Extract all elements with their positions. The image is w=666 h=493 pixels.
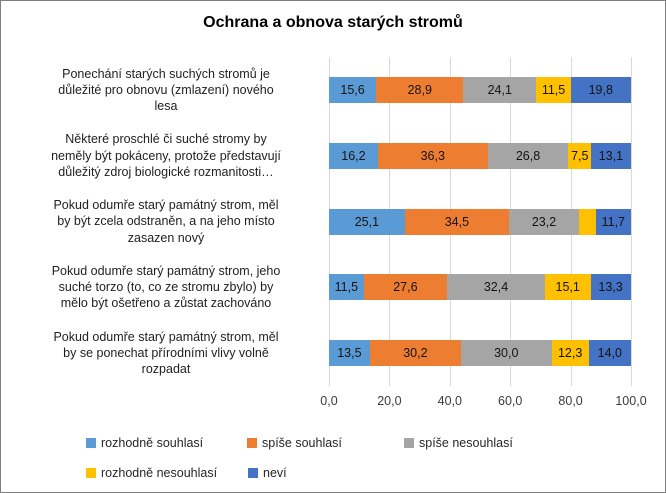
bar-value-label: 12,3 bbox=[557, 346, 583, 361]
bar-value-label: 30,0 bbox=[494, 346, 519, 361]
legend-row: rozhodně souhlasí spíše souhlasí spíše nes… bbox=[86, 433, 513, 453]
bar-segment: 13,5 bbox=[329, 340, 370, 367]
legend-item: rozhodně souhlasí bbox=[86, 436, 247, 450]
bar-segment: 12,3 bbox=[551, 340, 589, 367]
legend-label: rozhodně nesouhlasí bbox=[101, 466, 218, 480]
bar-value-label: 14,0 bbox=[597, 346, 622, 361]
bar-segment: 11,5 bbox=[536, 76, 571, 103]
bar-value-label: 7,5 bbox=[571, 148, 589, 163]
bar-value-label: 36,3 bbox=[420, 148, 445, 163]
bar-row: 15,6 28,9 24,1 11,5 19,8 bbox=[329, 76, 631, 103]
x-axis-tick-label: 20,0 bbox=[377, 394, 402, 408]
bar-segment: 34,5 bbox=[404, 208, 509, 235]
bar-segment: 23,2 bbox=[508, 208, 580, 235]
bar-value-label: 13,5 bbox=[337, 346, 362, 361]
legend-swatch-icon bbox=[86, 438, 96, 448]
legend-label: rozhodně souhlasí bbox=[101, 436, 204, 450]
bar-value-label: 11,5 bbox=[541, 82, 566, 97]
bar-segment: 26,8 bbox=[487, 142, 569, 169]
legend-label: spíše souhlasí bbox=[262, 436, 342, 450]
bar-segment: 7,5 bbox=[568, 142, 592, 169]
x-axis-tick-label: 80,0 bbox=[558, 394, 583, 408]
x-axis: 0,0 20,0 40,0 60,0 80,0 100,0 bbox=[320, 394, 646, 410]
bar-value-label: 19,8 bbox=[588, 82, 613, 97]
bar-value-label: 28,9 bbox=[407, 82, 432, 97]
bar-segment: 13,3 bbox=[590, 274, 631, 301]
bar-segment: 30,2 bbox=[369, 340, 461, 367]
plot-area: 15,6 28,9 24,1 11,5 19,8 16,2 36,3 26,8 7,5 13,1 2… bbox=[329, 57, 632, 386]
bar-segment: 15,1 bbox=[544, 274, 591, 301]
category-label: Některé proschlé či suché stromy by nemě… bbox=[51, 132, 281, 179]
category-axis: Ponechání starých suchých stromů je důle… bbox=[7, 57, 325, 386]
bar-row: 13,5 30,2 30,0 12,3 14,0 bbox=[329, 340, 631, 367]
bar-row: 16,2 36,3 26,8 7,5 13,1 bbox=[329, 142, 631, 169]
bar-value-label: 32,4 bbox=[483, 280, 509, 295]
bar-value-label: 34,5 bbox=[444, 214, 470, 229]
legend-swatch-icon bbox=[247, 438, 257, 448]
bar-value-label: 24,1 bbox=[487, 82, 512, 97]
category-label: Pokud odumře starý památný strom, jeho s… bbox=[51, 263, 281, 311]
bar-segment: 14,0 bbox=[588, 340, 631, 367]
legend-item: neví bbox=[248, 466, 287, 480]
x-axis-tick-label: 100,0 bbox=[615, 394, 647, 408]
bar-segment: 24,1 bbox=[463, 76, 537, 103]
legend-item: rozhodně nesouhlasí bbox=[86, 466, 248, 480]
bar-value-label: 25,1 bbox=[354, 214, 380, 229]
bar-value-label: 11,5 bbox=[334, 280, 359, 295]
category-label: Pokud odumře starý památný strom, měl by… bbox=[53, 198, 279, 245]
bar-value-label: 13,1 bbox=[598, 148, 624, 163]
bar-segment: 28,9 bbox=[376, 76, 464, 103]
legend-item: spíše nesouhlasí bbox=[404, 436, 513, 450]
bar-segment: 36,3 bbox=[377, 142, 488, 169]
legend-label: neví bbox=[263, 466, 287, 480]
bar-value-label: 27,6 bbox=[393, 280, 418, 295]
x-axis-tick-label: 40,0 bbox=[437, 394, 462, 408]
bar-value-label: 16,2 bbox=[341, 148, 366, 163]
bar-value-label: 15,6 bbox=[340, 82, 365, 97]
bar-value-label: 11,7 bbox=[601, 214, 626, 229]
legend-swatch-icon bbox=[404, 438, 414, 448]
legend-swatch-icon bbox=[86, 468, 96, 478]
bar-segment: 25,1 bbox=[329, 208, 405, 235]
bar-row: 25,1 34,5 23,2 11,7 bbox=[329, 208, 631, 235]
x-axis-tick-label: 0,0 bbox=[320, 394, 338, 408]
bar-segment: 32,4 bbox=[447, 274, 545, 301]
bar-value-label: 15,1 bbox=[555, 280, 580, 295]
category-label: Ponechání starých suchých stromů je důle… bbox=[58, 66, 274, 114]
x-axis-tick-label: 60,0 bbox=[498, 394, 523, 408]
bar-segment: 30,0 bbox=[460, 340, 552, 367]
bar-segment: 15,6 bbox=[329, 76, 377, 103]
chart-title: Ochrana a obnova starých stromů bbox=[203, 14, 463, 31]
bar-segment: 16,2 bbox=[329, 142, 378, 169]
gridline bbox=[631, 57, 632, 386]
bar-segment: 19,8 bbox=[570, 76, 631, 103]
bar-value-label: 13,3 bbox=[598, 280, 623, 295]
bar-value-label: 30,2 bbox=[403, 346, 428, 361]
bar-value-label: 23,2 bbox=[531, 214, 557, 229]
legend-label: spíše nesouhlasí bbox=[419, 436, 513, 450]
bar-segment: 27,6 bbox=[363, 274, 448, 301]
category-label: Pokud odumře starý památný strom, měl by… bbox=[53, 329, 279, 377]
legend-item: spíše souhlasí bbox=[247, 436, 404, 450]
legend: rozhodně souhlasí spíše souhlasí spíše nes… bbox=[86, 433, 513, 492]
bar-segment: 11,5 bbox=[329, 274, 364, 301]
bar-segment: 11,7 bbox=[595, 208, 631, 235]
legend-row: rozhodně nesouhlasí neví bbox=[86, 463, 513, 483]
legend-swatch-icon bbox=[248, 468, 258, 478]
bar-segment: 13,1 bbox=[591, 142, 631, 169]
bar-value-label: 26,8 bbox=[515, 148, 541, 163]
bar-row: 11,5 27,6 32,4 15,1 13,3 bbox=[329, 274, 631, 301]
bar-segment bbox=[579, 208, 596, 235]
